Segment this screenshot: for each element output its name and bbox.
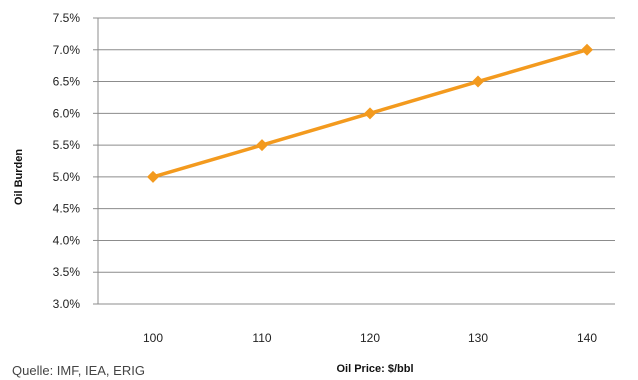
data-point [256, 139, 268, 152]
y-tick-label: 5.5% [53, 138, 81, 152]
data-point [364, 107, 376, 120]
x-tick-label: 120 [360, 331, 380, 345]
y-tick-label: 6.0% [53, 106, 81, 120]
y-tick-label: 6.5% [53, 75, 81, 89]
source-note: Quelle: IMF, IEA, ERIG [12, 363, 145, 378]
data-point [581, 43, 593, 56]
y-axis-ticks: 3.0% 3.5% 4.0% 4.5% 5.0% 5.5% 6.0% 6.5% 7.0% 7.5% [53, 11, 98, 311]
gridlines [98, 17, 615, 305]
x-tick-label: 100 [143, 331, 163, 345]
data-point [147, 170, 159, 183]
x-axis-title: Oil Price: $/bbl [336, 363, 413, 375]
y-axis-title: Oil Burden [13, 149, 25, 206]
x-axis-ticks: 100 110 120 130 140 [143, 331, 597, 345]
y-tick-label: 3.5% [53, 265, 81, 279]
y-tick-label: 7.5% [53, 11, 81, 25]
y-tick-label: 4.5% [53, 202, 81, 216]
x-tick-label: 110 [252, 331, 271, 345]
data-point [472, 75, 484, 88]
y-tick-label: 3.0% [53, 297, 81, 311]
x-tick-label: 130 [468, 331, 488, 345]
x-tick-label: 140 [577, 331, 597, 345]
y-tick-label: 7.0% [53, 43, 81, 57]
y-tick-label: 4.0% [53, 233, 81, 247]
y-tick-label: 5.0% [53, 170, 81, 184]
series-markers [147, 43, 593, 183]
